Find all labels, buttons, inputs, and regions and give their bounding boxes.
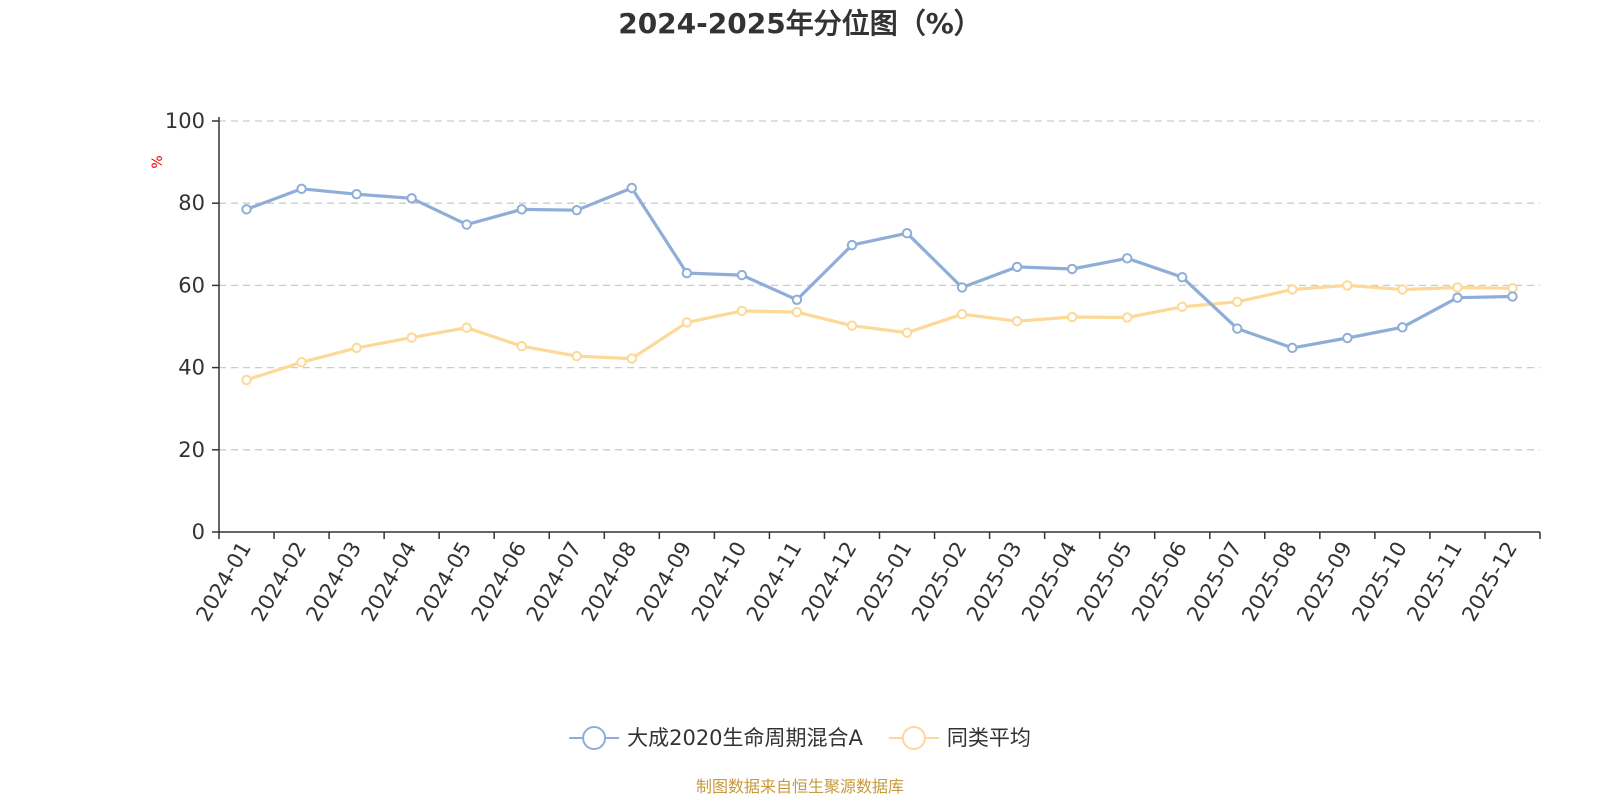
data-point bbox=[736, 269, 748, 281]
data-point bbox=[1011, 315, 1023, 327]
series-layer bbox=[241, 182, 1518, 386]
data-point bbox=[241, 374, 252, 386]
data-point bbox=[1121, 312, 1133, 323]
data-point bbox=[626, 182, 638, 194]
data-point bbox=[681, 267, 693, 279]
y-tick-label: 100 bbox=[165, 109, 205, 133]
data-point bbox=[516, 204, 527, 215]
data-point bbox=[1342, 332, 1353, 344]
data-point bbox=[571, 350, 582, 362]
y-axis-unit: % bbox=[150, 155, 166, 168]
data-point bbox=[1177, 271, 1188, 283]
legend-marker bbox=[901, 726, 926, 750]
data-point bbox=[406, 332, 417, 343]
data-point bbox=[626, 353, 638, 364]
data-point bbox=[1507, 291, 1518, 302]
series-line bbox=[244, 283, 1515, 382]
data-point bbox=[1452, 292, 1463, 303]
data-point bbox=[1066, 311, 1078, 323]
data-point bbox=[1011, 261, 1023, 273]
grid-lines bbox=[219, 120, 1540, 451]
series-0 bbox=[241, 182, 1518, 354]
data-point bbox=[1177, 301, 1188, 312]
data-point bbox=[571, 204, 582, 216]
data-point bbox=[1232, 296, 1243, 308]
data-point bbox=[1287, 342, 1298, 354]
data-point bbox=[1066, 263, 1078, 275]
data-point bbox=[351, 188, 362, 200]
chart-title: 2024-2025年分位图（%） bbox=[618, 7, 982, 40]
data-point bbox=[846, 239, 858, 251]
data-point bbox=[846, 320, 858, 331]
axes: 0204060801002024-012024-022024-032024-04… bbox=[165, 109, 1541, 626]
data-point bbox=[1452, 282, 1463, 293]
data-point bbox=[1507, 283, 1518, 294]
x-tick-label: 2025-12 bbox=[1457, 538, 1522, 626]
data-point bbox=[406, 193, 417, 204]
data-point bbox=[1397, 322, 1408, 333]
legend-item[interactable]: 大成2020生命周期混合A bbox=[569, 726, 864, 750]
y-tick-label: 20 bbox=[178, 438, 205, 462]
data-point bbox=[461, 219, 472, 230]
legend-marker bbox=[582, 726, 607, 750]
data-point bbox=[681, 317, 693, 328]
legend-label: 大成2020生命周期混合A bbox=[627, 726, 863, 750]
data-point bbox=[296, 357, 307, 368]
data-point bbox=[901, 228, 913, 239]
data-point bbox=[1121, 253, 1133, 264]
data-point bbox=[791, 306, 803, 318]
legend-label: 同类平均 bbox=[947, 726, 1031, 750]
data-point bbox=[351, 342, 362, 354]
data-point bbox=[956, 282, 968, 293]
data-point bbox=[736, 305, 748, 317]
data-point bbox=[1397, 284, 1408, 295]
legend-item[interactable]: 同类平均 bbox=[888, 726, 1031, 750]
series-line bbox=[244, 186, 1515, 350]
y-tick-label: 40 bbox=[178, 356, 205, 380]
data-point bbox=[461, 322, 472, 333]
y-tick-label: 80 bbox=[178, 191, 205, 215]
data-point bbox=[1342, 280, 1353, 291]
data-point bbox=[241, 204, 252, 215]
data-point bbox=[296, 183, 307, 195]
data-point bbox=[1287, 284, 1298, 295]
data-point bbox=[901, 327, 913, 338]
y-tick-label: 60 bbox=[178, 273, 205, 297]
data-point bbox=[956, 308, 968, 320]
data-point bbox=[791, 294, 803, 305]
y-tick-label: 0 bbox=[192, 520, 205, 544]
data-point bbox=[1232, 323, 1243, 334]
source-note: 制图数据来自恒生聚源数据库 bbox=[696, 777, 904, 796]
data-point bbox=[516, 341, 527, 352]
legend[interactable]: 大成2020生命周期混合A 同类平均 bbox=[569, 726, 1031, 750]
series-1 bbox=[241, 280, 1518, 386]
